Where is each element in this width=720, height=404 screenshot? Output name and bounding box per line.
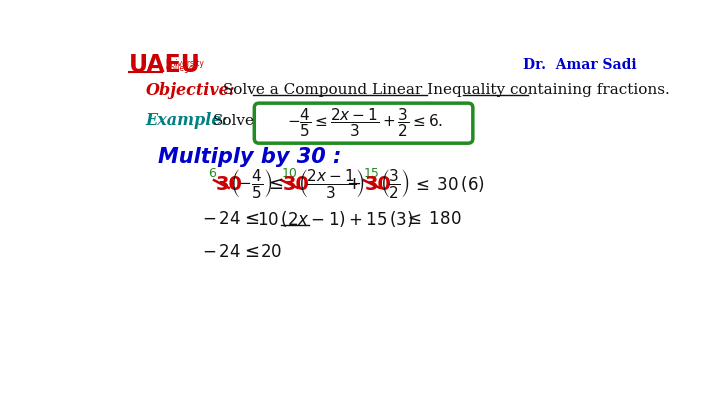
Text: $20$: $20$ xyxy=(261,243,282,261)
Text: Solve a Compound Linear Inequality containing fractions.: Solve a Compound Linear Inequality conta… xyxy=(218,83,670,97)
Text: Example:: Example: xyxy=(145,112,228,129)
Text: 6: 6 xyxy=(209,167,217,180)
Text: $\left(\dfrac{2x-1}{3}\right)$: $\left(\dfrac{2x-1}{3}\right)$ xyxy=(297,168,365,200)
Text: Solve: Solve xyxy=(212,114,254,128)
Text: $\leq$: $\leq$ xyxy=(265,175,284,193)
Text: $\leq$: $\leq$ xyxy=(241,210,260,227)
Text: Dr.  Amar Sadi: Dr. Amar Sadi xyxy=(523,59,636,72)
Text: $\left(\dfrac{3}{2}\right)$: $\left(\dfrac{3}{2}\right)$ xyxy=(380,168,410,200)
Text: 15: 15 xyxy=(364,167,380,180)
Text: 10: 10 xyxy=(282,167,298,180)
Text: Objective:: Objective: xyxy=(145,82,235,99)
Text: $\left(-\dfrac{4}{5}\right)$: $\left(-\dfrac{4}{5}\right)$ xyxy=(230,168,272,200)
Text: $10\,(2x-1) + 15\,(3)$: $10\,(2x-1) + 15\,(3)$ xyxy=(256,208,413,229)
Text: 30: 30 xyxy=(282,175,309,194)
Text: UAEU: UAEU xyxy=(129,53,201,78)
Text: University: University xyxy=(165,59,204,67)
Text: $\leq$: $\leq$ xyxy=(241,243,260,261)
Text: College: College xyxy=(165,64,194,73)
Text: $-\dfrac{4}{5} \leq \dfrac{2x-1}{3} + \dfrac{3}{2} \leq 6.$: $-\dfrac{4}{5} \leq \dfrac{2x-1}{3} + \d… xyxy=(287,106,444,139)
Text: 30: 30 xyxy=(364,175,391,194)
Text: 30: 30 xyxy=(215,175,243,194)
Text: $-\,24$: $-\,24$ xyxy=(202,243,241,261)
Text: $-\,24$: $-\,24$ xyxy=(202,210,241,227)
Text: Multiply by 30 :: Multiply by 30 : xyxy=(158,147,341,167)
Text: $\leq\; 180$: $\leq\; 180$ xyxy=(404,210,462,227)
Text: $+$: $+$ xyxy=(346,175,361,193)
Text: $\leq\; 30\,(6)$: $\leq\; 30\,(6)$ xyxy=(412,174,485,194)
